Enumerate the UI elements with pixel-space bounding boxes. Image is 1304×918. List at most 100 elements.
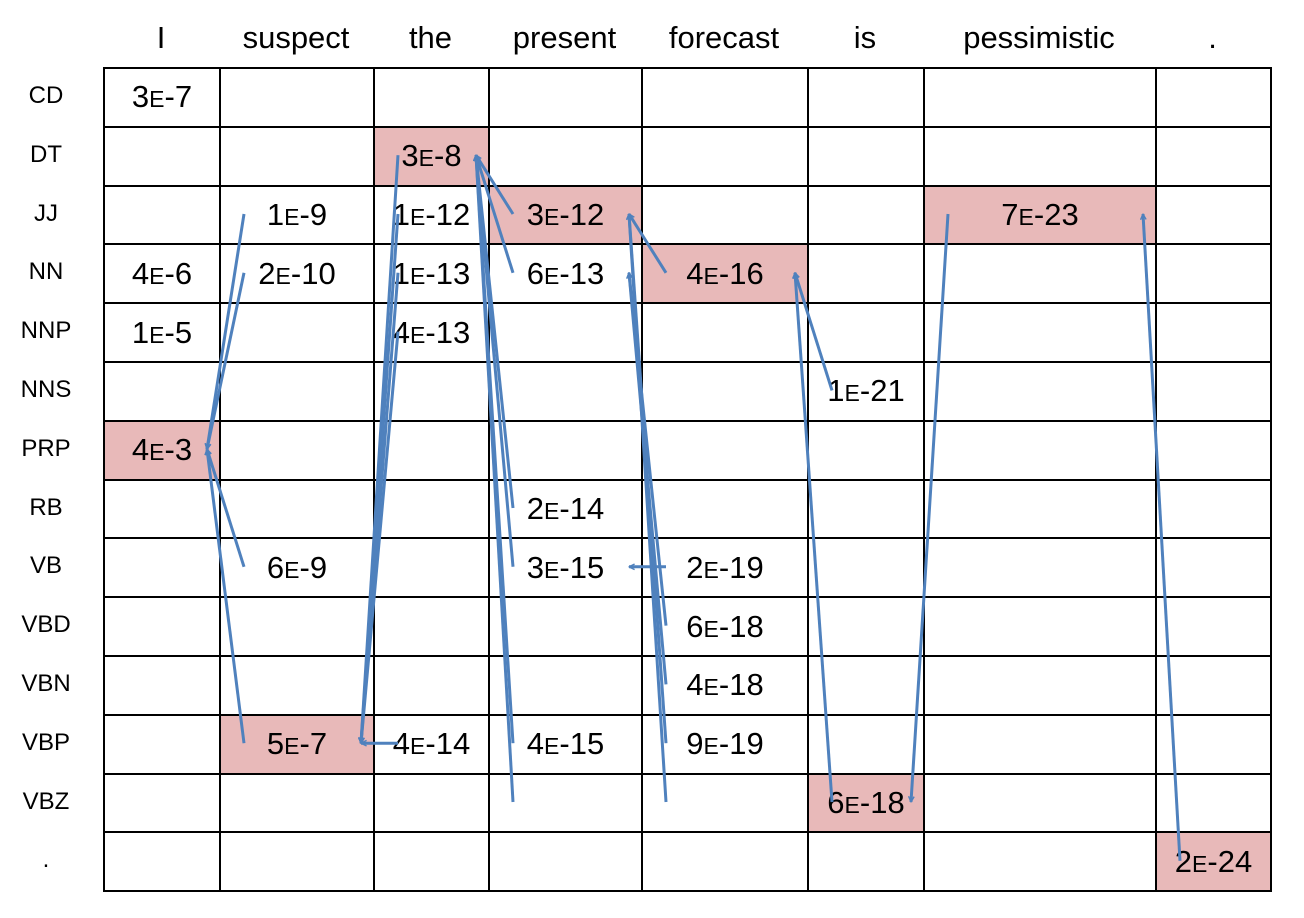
word-header: forecast [668, 20, 780, 55]
score-cell: 4E-6 [103, 243, 221, 305]
score-cell [488, 419, 643, 481]
grid-row: 6E-9 3E-15 2E-19 [103, 537, 1272, 599]
score-cell: 1E-13 [373, 243, 490, 305]
score-cell: 4E-14 [373, 713, 490, 775]
score-cell [219, 360, 375, 422]
score-cell [103, 360, 221, 422]
word-header: present [512, 20, 617, 55]
score-cell [488, 772, 643, 834]
score-cell: 4E-15 [488, 713, 643, 775]
score-cell [103, 184, 221, 246]
score-cell [219, 302, 375, 363]
score-cell [1155, 243, 1272, 305]
tag-label: RB [29, 493, 63, 521]
score-cell [103, 537, 221, 599]
score-cell [373, 360, 490, 422]
grid-row: 4E-6 2E-10 1E-13 6E-13 4E-16 [103, 243, 1272, 305]
word-header: the [408, 20, 453, 55]
score-cell: 3E-15 [488, 537, 643, 599]
score-cell: 7E-23 [923, 184, 1157, 246]
score-cell [1155, 360, 1272, 422]
score-cell: 3E-8 [373, 125, 490, 187]
score-cell: 2E-24 [1155, 831, 1272, 893]
score-cell [641, 360, 809, 422]
score-cell [923, 125, 1157, 187]
score-cell [373, 67, 490, 128]
score-cell [103, 772, 221, 834]
score-cell [807, 302, 925, 363]
score-cell [1155, 478, 1272, 540]
score-cell [103, 596, 221, 657]
score-cell: 2E-10 [219, 243, 375, 305]
score-cell [641, 302, 809, 363]
tag-label: JJ [34, 199, 58, 227]
score-cell [923, 302, 1157, 363]
score-cell [1155, 596, 1272, 657]
score-cell [923, 772, 1157, 834]
score-cell [641, 478, 809, 540]
tag-label: DT [30, 140, 62, 168]
score-cell [488, 596, 643, 657]
score-cell [1155, 302, 1272, 363]
grid-row: 4E-3 [103, 419, 1272, 481]
score-cell [488, 125, 643, 187]
grid-row: 3E-7 [103, 67, 1272, 128]
score-cell: 1E-5 [103, 302, 221, 363]
score-cell [807, 713, 925, 775]
grid-row: 6E-18 [103, 596, 1272, 657]
score-cell [373, 772, 490, 834]
score-cell: 4E-3 [103, 419, 221, 481]
score-cell [807, 67, 925, 128]
score-cell [923, 596, 1157, 657]
score-cell [373, 831, 490, 893]
score-cell [923, 360, 1157, 422]
tag-label: NN [28, 258, 64, 286]
tag-label: NNP [20, 317, 72, 345]
tag-label: VBD [21, 611, 71, 639]
score-cell: 5E-7 [219, 713, 375, 775]
score-cell [1155, 654, 1272, 716]
score-cell [219, 67, 375, 128]
score-cell [373, 419, 490, 481]
score-cell [807, 654, 925, 716]
score-cell [641, 831, 809, 893]
score-cell [219, 596, 375, 657]
score-cell [807, 419, 925, 481]
score-cell [923, 67, 1157, 128]
score-cell [488, 654, 643, 716]
score-cell [923, 537, 1157, 599]
score-cell [488, 360, 643, 422]
grid-row: 2E-24 [103, 831, 1272, 893]
score-cell [923, 478, 1157, 540]
score-cell [488, 67, 643, 128]
score-cell [641, 184, 809, 246]
grid-row: 5E-7 4E-14 4E-15 9E-19 [103, 713, 1272, 775]
grid-row: 1E-5 4E-13 [103, 302, 1272, 363]
score-cell [488, 302, 643, 363]
tag-label: VBZ [22, 787, 70, 815]
word-header: I [156, 20, 166, 55]
score-cell: 4E-18 [641, 654, 809, 716]
score-cell: 6E-18 [641, 596, 809, 657]
score-cell: 6E-18 [807, 772, 925, 834]
tag-label: VB [29, 552, 62, 580]
score-cell [373, 654, 490, 716]
score-cell [1155, 713, 1272, 775]
score-cell: 4E-16 [641, 243, 809, 305]
score-cell [219, 125, 375, 187]
score-cell [1155, 772, 1272, 834]
score-cell [1155, 419, 1272, 481]
score-cell [807, 478, 925, 540]
score-cell: 4E-13 [373, 302, 490, 363]
tag-label: . [42, 846, 50, 874]
score-cell [219, 654, 375, 716]
score-cell [219, 772, 375, 834]
score-cell [923, 713, 1157, 775]
score-cell [219, 831, 375, 893]
grid-row: 4E-18 [103, 654, 1272, 716]
score-cell [641, 125, 809, 187]
grid-row: 3E-8 [103, 125, 1272, 187]
score-cell [923, 831, 1157, 893]
score-cell [807, 596, 925, 657]
